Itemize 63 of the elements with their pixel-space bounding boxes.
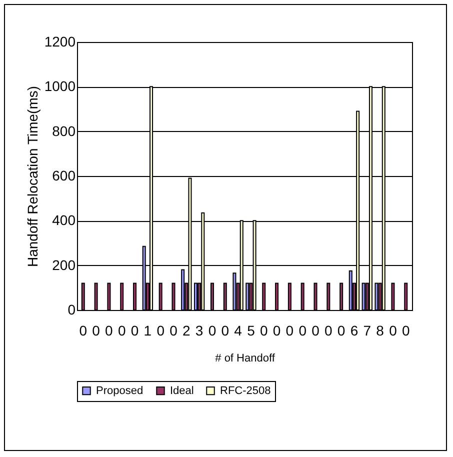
bar <box>181 269 185 310</box>
x-tick-label: 0 <box>118 322 126 338</box>
y-axis-title: Handoff Relocation Time(ms) <box>24 86 40 268</box>
x-tick-label: 7 <box>363 322 372 338</box>
x-tick-label: 0 <box>272 322 281 338</box>
x-tick-label: 0 <box>92 322 100 338</box>
x-tick-label: 0 <box>79 322 88 338</box>
x-tick-label: 0 <box>389 322 398 338</box>
x-tick-label: 0 <box>130 322 139 338</box>
x-tick-label: 0 <box>312 322 320 338</box>
bar <box>223 282 227 310</box>
bar <box>246 282 250 310</box>
x-tick-label: 2 <box>182 322 191 338</box>
x-tick-label: 0 <box>170 322 178 338</box>
x-tick-label: 0 <box>324 322 333 338</box>
legend-label: RFC-2508 <box>220 384 271 397</box>
bar <box>348 270 352 310</box>
bar <box>362 282 366 310</box>
bar <box>404 282 408 310</box>
bar <box>300 282 304 310</box>
y-tick-label: 1200 <box>44 34 76 50</box>
y-tick-label: 200 <box>52 256 76 273</box>
y-tick-label: 600 <box>52 168 76 184</box>
bar <box>340 282 344 310</box>
y-tick-label: 0 <box>68 302 76 318</box>
x-tick-label: 6 <box>350 322 358 338</box>
x-axis-title: # of Handoff <box>215 352 276 364</box>
bar <box>133 282 137 310</box>
x-tick-label: 3 <box>195 322 204 338</box>
x-tick-label: 0 <box>298 322 307 338</box>
legend-label: Proposed <box>96 384 144 397</box>
bar <box>232 272 236 310</box>
bar <box>326 282 330 310</box>
bar <box>275 282 279 310</box>
bar <box>314 282 318 310</box>
x-tick-label: 4 <box>234 322 242 338</box>
y-tick-label: 800 <box>52 122 76 139</box>
x-tick-label: 0 <box>402 322 410 338</box>
bar <box>374 282 378 310</box>
bar <box>391 282 395 310</box>
bar <box>194 282 198 310</box>
bar <box>210 282 214 310</box>
x-tick-label: 0 <box>208 322 216 338</box>
x-tick-label: 0 <box>221 322 230 338</box>
y-tick-label: 400 <box>52 212 76 228</box>
bar <box>120 282 124 310</box>
bar <box>94 282 98 310</box>
bar <box>81 282 85 310</box>
x-tick-label: 0 <box>337 322 346 338</box>
x-tick-label: 8 <box>376 322 384 338</box>
x-tick-label: 5 <box>247 322 256 338</box>
legend-label: Ideal <box>170 384 194 397</box>
y-tick-label: 1000 <box>44 78 76 94</box>
bar <box>107 282 111 310</box>
x-tick-label: 1 <box>144 322 152 338</box>
x-tick-label: 0 <box>105 322 114 338</box>
x-tick-label: 0 <box>260 322 268 338</box>
bar <box>172 282 176 310</box>
bar <box>158 282 162 310</box>
bar <box>262 282 266 310</box>
x-tick-label: 0 <box>286 322 294 338</box>
x-tick-label: 0 <box>156 322 165 338</box>
bar <box>288 282 292 310</box>
